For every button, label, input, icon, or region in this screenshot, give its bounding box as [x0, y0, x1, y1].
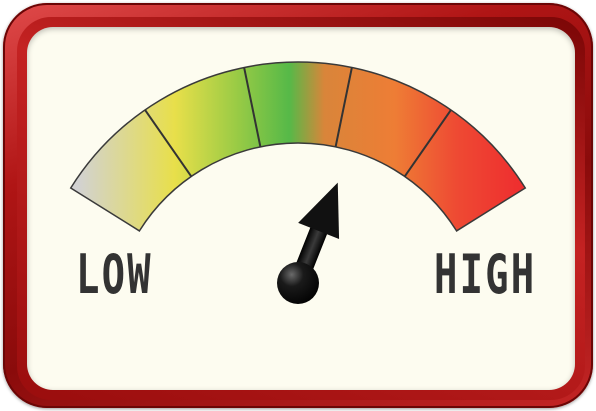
gauge-dividers	[144, 67, 452, 178]
gauge-segment-divider	[403, 109, 452, 178]
high-label: HIGH	[434, 243, 537, 306]
low-label: LOW	[76, 243, 153, 306]
gauge-segment-divider	[144, 109, 193, 178]
gauge-segment-divider	[334, 67, 353, 148]
needle-pivot-knob	[277, 262, 319, 304]
gauge-arc	[69, 61, 527, 232]
gauge-segment-divider	[243, 67, 262, 148]
needle-arrowhead	[298, 182, 340, 240]
